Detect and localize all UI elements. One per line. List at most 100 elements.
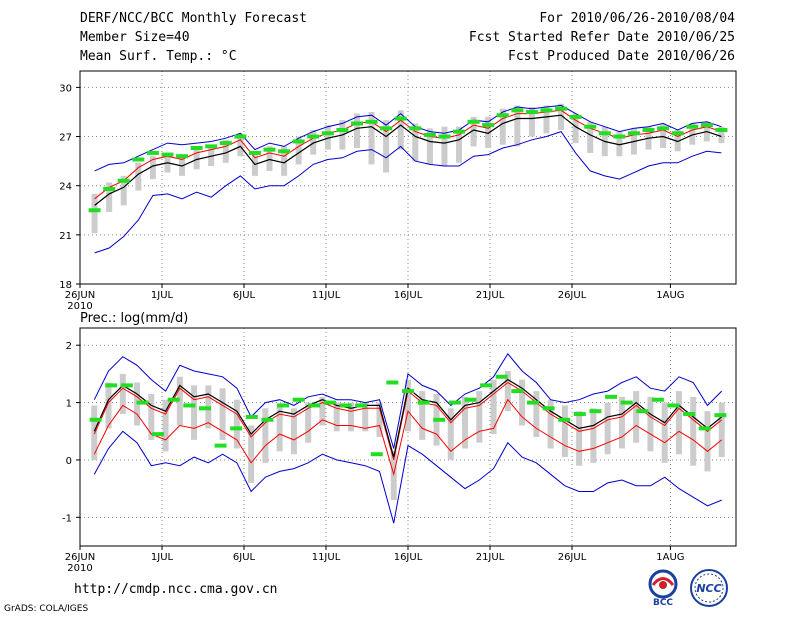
y-tick-label: 21 xyxy=(59,231,72,242)
series-line-lower xyxy=(93,430,722,524)
ensemble-marker xyxy=(683,412,696,417)
spread-box xyxy=(347,402,354,432)
ensemble-marker xyxy=(230,426,243,431)
ensemble-marker xyxy=(511,389,524,394)
source-url[interactable]: http://cmdp.ncc.cma.gov.cn xyxy=(74,582,278,597)
spread-box xyxy=(462,396,469,449)
ensemble-marker xyxy=(433,417,446,422)
spread-box xyxy=(618,396,625,449)
spread-box xyxy=(193,148,200,170)
spread-box xyxy=(376,402,383,437)
x-tick-label: 21JUL xyxy=(476,552,505,563)
y-tick-label: -1 xyxy=(62,513,72,524)
spread-box xyxy=(604,402,611,455)
ensemble-marker xyxy=(278,149,291,154)
ensemble-marker xyxy=(205,144,218,149)
spread-box xyxy=(233,399,240,449)
ensemble-marker xyxy=(573,412,586,417)
y-tick-label: 27 xyxy=(59,133,72,144)
spread-box xyxy=(499,108,506,145)
spread-box xyxy=(105,382,112,429)
ensemble-marker xyxy=(132,157,145,162)
x-tick-label: 26JUN xyxy=(65,552,95,563)
ensemble-marker xyxy=(161,152,174,157)
ensemble-marker xyxy=(558,417,571,422)
y-tick-label: 30 xyxy=(59,83,72,94)
spread-box xyxy=(441,126,448,167)
ensemble-marker xyxy=(261,417,274,422)
ensemble-marker xyxy=(651,397,664,402)
ensemble-marker xyxy=(136,400,149,405)
spread-box xyxy=(718,126,725,144)
ensemble-marker xyxy=(292,397,305,402)
spread-box xyxy=(91,193,98,234)
spread-box xyxy=(162,399,169,452)
spread-box xyxy=(470,116,477,147)
forecast-period: For 2010/06/26-2010/08/04 xyxy=(539,11,735,26)
spread-box xyxy=(558,103,565,130)
bcc-logo: BCC xyxy=(648,569,678,608)
spread-box xyxy=(490,379,497,435)
member-size: Member Size=40 xyxy=(80,30,190,45)
spread-box xyxy=(362,402,369,432)
ensemble-marker xyxy=(569,114,582,119)
spread-box xyxy=(176,376,183,426)
spread-box xyxy=(426,128,433,165)
ensemble-marker xyxy=(146,150,159,155)
ensemble-marker xyxy=(308,403,321,408)
spread-box xyxy=(504,371,511,412)
ensemble-marker xyxy=(438,134,451,139)
ensemble-marker xyxy=(467,119,480,124)
ensemble-marker xyxy=(263,147,276,152)
ensemble-marker xyxy=(307,134,320,139)
ensemble-marker xyxy=(402,389,414,394)
ensemble-marker xyxy=(686,124,699,129)
spread-box xyxy=(690,396,697,466)
ensemble-marker xyxy=(542,406,555,411)
ensemble-marker xyxy=(190,146,203,151)
ensemble-marker xyxy=(183,403,196,408)
x-tick-label: 6JUL xyxy=(233,552,256,563)
x-tick-label: 26JUL xyxy=(558,552,587,563)
y-tick-label: 18 xyxy=(59,280,72,291)
ensemble-marker xyxy=(219,141,232,146)
ensemble-marker xyxy=(636,409,649,414)
ensemble-marker xyxy=(152,432,165,437)
ncc-logo: NCC xyxy=(690,569,728,607)
spread-box xyxy=(419,391,426,440)
ensemble-marker xyxy=(103,186,116,191)
ensemble-marker xyxy=(214,443,227,448)
x-tick-label: 1AUG xyxy=(656,290,684,301)
ensemble-marker xyxy=(336,127,349,132)
x-tick-label: 1JUL xyxy=(151,552,174,563)
spread-box xyxy=(405,379,411,432)
spread-box xyxy=(248,425,255,483)
ensemble-marker xyxy=(598,131,611,136)
spread-box xyxy=(237,133,244,157)
ensemble-marker xyxy=(120,383,133,388)
ensemble-marker xyxy=(511,108,524,113)
ensemble-marker xyxy=(715,127,728,132)
y-tick-label: 2 xyxy=(66,341,72,352)
ensemble-marker xyxy=(88,208,101,213)
spread-box xyxy=(135,162,142,191)
spread-box xyxy=(718,402,725,458)
spread-box xyxy=(191,385,198,440)
spread-box xyxy=(179,154,186,176)
ensemble-marker xyxy=(417,400,430,405)
spread-box xyxy=(674,129,681,152)
spread-box xyxy=(305,402,312,443)
plot-frame xyxy=(79,327,737,547)
x-tick-label: 21JUL xyxy=(476,290,505,301)
ensemble-marker xyxy=(394,116,407,121)
spread-box xyxy=(222,139,229,163)
x-tick-label: 1JUL xyxy=(151,290,174,301)
ensemble-marker xyxy=(448,400,461,405)
ensemble-marker xyxy=(555,106,568,111)
bcc-logo-text: BCC xyxy=(653,598,673,608)
x-tick-label: 1AUG xyxy=(656,552,684,563)
x-tick-label: 16JUL xyxy=(394,552,423,563)
ensemble-marker xyxy=(480,383,493,388)
spread-box xyxy=(120,175,127,206)
spread-box xyxy=(576,411,583,466)
